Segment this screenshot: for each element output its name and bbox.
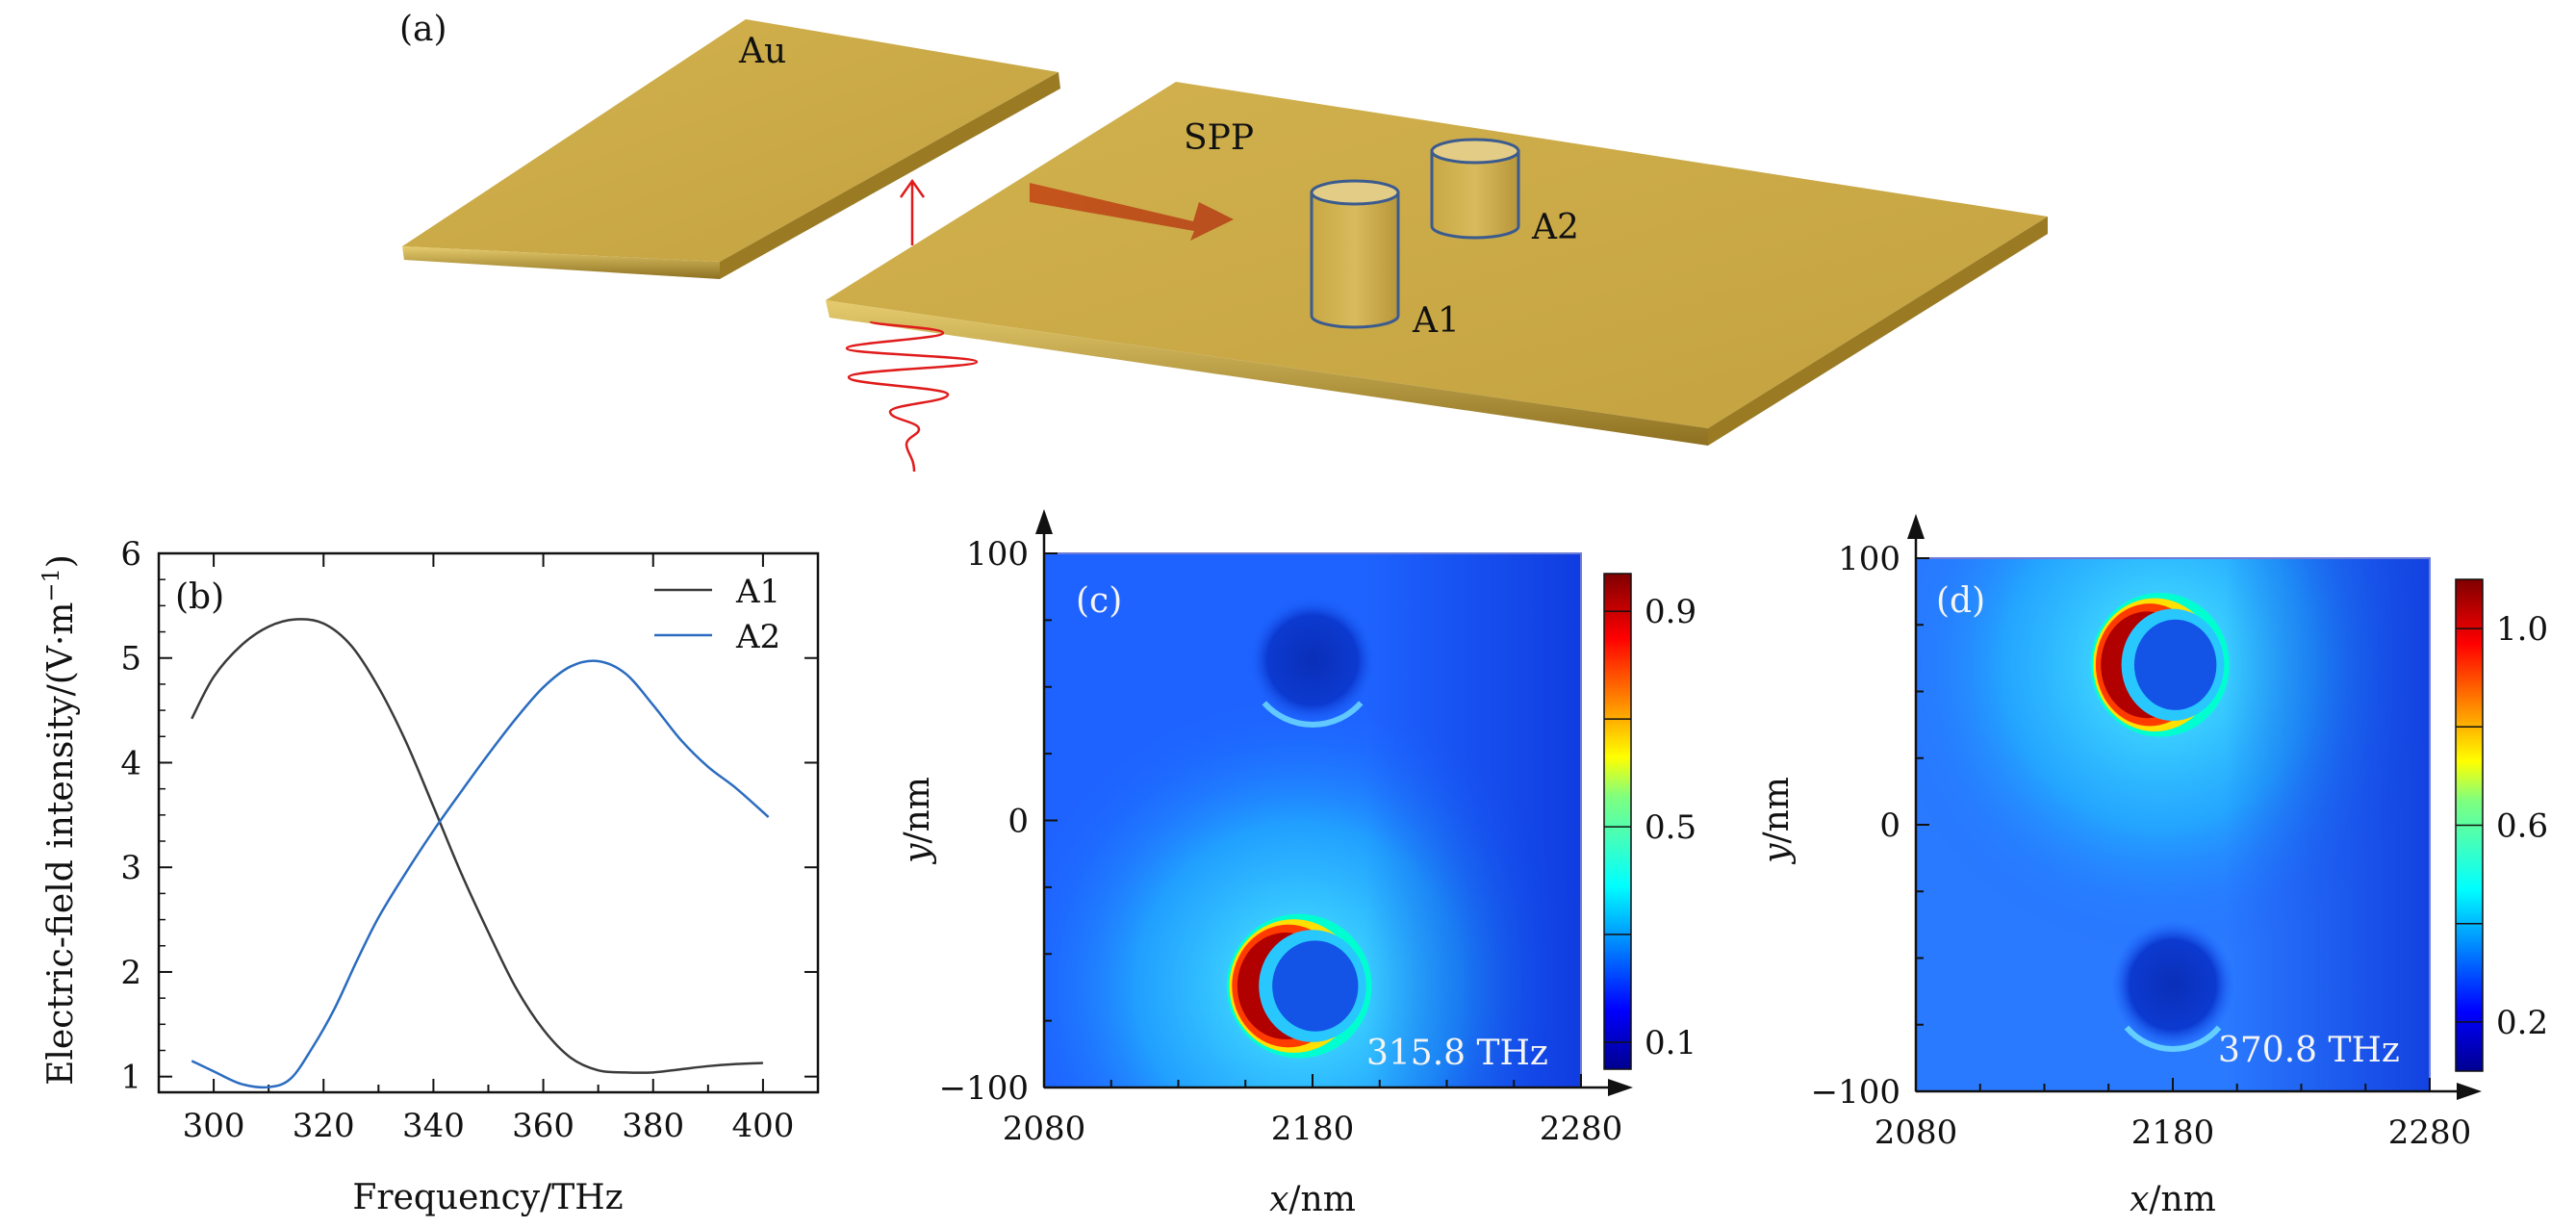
dark-spot-rim: [2124, 1025, 2222, 1052]
panel-c-field-features: [1044, 553, 1581, 1087]
y-axis-arrow: [1907, 514, 1925, 539]
panel-b-y-axis-label: Electric-field intensity/(V·m−1): [38, 554, 81, 1086]
panel-b-legend: A1 A2: [654, 573, 780, 656]
y-tick-label: 5: [120, 640, 141, 678]
y-tick-label: 0: [1007, 803, 1029, 841]
x-tick-label: 2180: [1271, 1110, 1355, 1148]
panel-a: (a) Au SPP A1: [399, 10, 2048, 473]
dark-antenna-spot: [1248, 596, 1377, 725]
material-label: Au: [738, 32, 786, 71]
antenna-a2-label: A2: [1531, 208, 1579, 247]
ring-inner-blue: [1272, 940, 1359, 1032]
panel-d-field-features: [1916, 558, 2430, 1091]
y-tick-label: 0: [1879, 806, 1900, 845]
panel-b-label: (b): [175, 577, 224, 617]
x-tick-label: 320: [293, 1107, 355, 1145]
ring-inner-blue: [2133, 619, 2217, 710]
right-slab-front-edge: [826, 300, 1708, 446]
y-tick-label: 1: [120, 1059, 141, 1097]
y-tick-label: 4: [120, 744, 141, 782]
panel-d-axes: 2080 2180 2280 −100 0 100: [1811, 514, 2482, 1152]
panel-c-y-axis-label: y/nm: [898, 777, 937, 865]
spp-direction-arrow: [1030, 183, 1234, 241]
y-tick-label: 100: [1838, 540, 1900, 578]
y-tick-label: −100: [1811, 1073, 1900, 1112]
panel-d-frequency: 370.8 THz: [2218, 1031, 2400, 1070]
spp-label: SPP: [1184, 118, 1254, 158]
y-tick-label: 2: [120, 954, 141, 992]
colorbar-tick-label: 0.2: [2496, 1004, 2548, 1042]
x-axis-arrow: [2457, 1083, 2482, 1100]
antenna-a2: [1430, 138, 1520, 240]
series-line-a1: [191, 618, 763, 1074]
x-tick-label: 2080: [1003, 1110, 1086, 1148]
incident-wave: [845, 320, 979, 473]
panel-c-colorbar-ticks: 0.1 0.5 0.9: [1604, 593, 1696, 1062]
y-tick-label: 100: [966, 535, 1029, 574]
x-tick-label: 2280: [2388, 1113, 2472, 1152]
panel-d-x-axis-label: x/nm: [2130, 1180, 2216, 1219]
x-tick-label: 2280: [1540, 1110, 1623, 1148]
colorbar-tick-label: 0.9: [1645, 593, 1696, 631]
panel-a-label: (a): [399, 10, 447, 49]
colorbar-tick-label: 1.0: [2496, 610, 2548, 649]
y-tick-label: −100: [939, 1069, 1029, 1108]
panel-b-line-chart: (b) 300 320 340 360 380 400 1 2 3 4 5 6 A1 A2 Frequ…: [38, 535, 820, 1217]
x-tick-label: 380: [622, 1107, 684, 1145]
panel-b-ticks: 300 320 340 360 380 400 1 2 3 4 5 6: [120, 535, 818, 1145]
left-slab-top: [402, 19, 1058, 262]
antenna-a1: [1310, 179, 1400, 329]
colorbar-tick-label: 0.1: [1645, 1024, 1696, 1062]
panel-c-colorbar: [1603, 573, 1632, 1070]
field-fade: [1365, 553, 1581, 1087]
panel-c-x-axis-label: x/nm: [1269, 1180, 1356, 1219]
field-fade: [2224, 558, 2430, 1091]
legend-a1-label: A1: [735, 573, 780, 611]
y-tick-label: 6: [120, 535, 141, 574]
x-tick-label: 300: [183, 1107, 245, 1145]
dark-antenna-spot: [2110, 920, 2235, 1049]
x-axis-arrow: [1608, 1079, 1633, 1096]
colorbar-tick-label: 0.5: [1645, 808, 1696, 847]
right-slab-side-edge: [1708, 217, 2048, 446]
x-tick-label: 340: [402, 1107, 465, 1145]
panel-b-frame: [157, 551, 820, 1094]
legend-a2-label: A2: [735, 618, 780, 656]
panel-d-y-axis-label: y/nm: [1757, 777, 1797, 865]
antenna-a1-label: A1: [1412, 301, 1460, 341]
y-tick-label: 3: [120, 849, 141, 887]
x-tick-label: 2180: [2131, 1113, 2215, 1152]
gap-up-arrow: [899, 178, 926, 245]
panel-b-series: [191, 618, 770, 1089]
dark-spot-rim: [1262, 701, 1364, 728]
panel-b-x-axis-label: Frequency/THz: [352, 1178, 623, 1217]
left-gold-slab: [402, 19, 1060, 279]
y-axis-arrow: [1035, 509, 1053, 534]
right-slab-top: [826, 82, 2048, 428]
series-line-a2: [191, 659, 770, 1089]
right-gold-slab: [826, 82, 2048, 446]
left-slab-side-edge: [720, 72, 1060, 279]
panel-c-label: (c): [1076, 581, 1122, 621]
panel-d-colorbar-ticks: 0.2 0.6 1.0: [2456, 610, 2548, 1042]
panel-c-axes: 2080 2180 2280 −100 0 100: [939, 509, 1633, 1148]
left-slab-front-edge: [402, 246, 720, 279]
x-tick-label: 360: [512, 1107, 574, 1145]
panel-d-label: (d): [1936, 581, 1985, 621]
x-tick-label: 400: [731, 1107, 794, 1145]
panel-c-frequency: 315.8 THz: [1366, 1034, 1548, 1073]
colorbar-tick-label: 0.6: [2496, 807, 2548, 846]
x-tick-label: 2080: [1875, 1113, 1958, 1152]
